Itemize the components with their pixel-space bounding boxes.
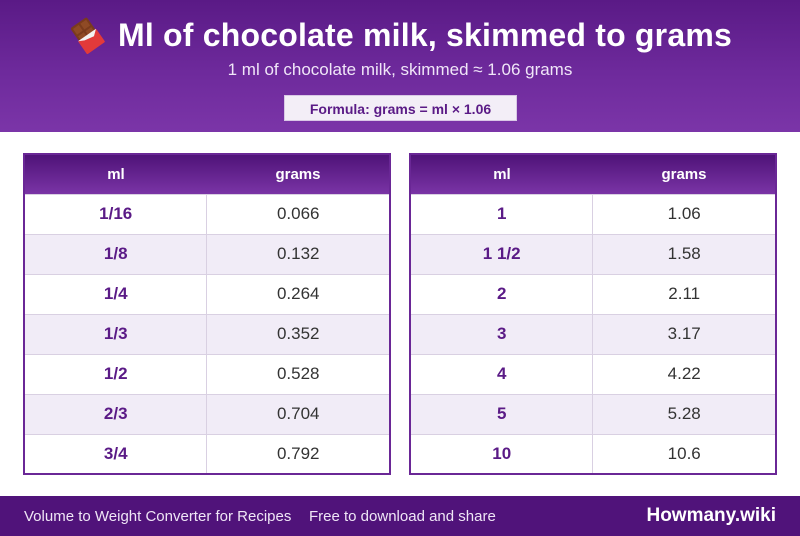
footer-caption: Volume to Weight Converter for Recipes [24, 508, 292, 525]
conversion-tables: ml grams 1/16 0.066 1/8 0.132 1/4 0.264 … [0, 153, 800, 475]
grams-cell: 0.704 [206, 393, 390, 434]
ml-cell: 3 [410, 313, 594, 354]
ml-cell: 3/4 [24, 433, 208, 474]
table-header-row: ml grams [410, 154, 776, 194]
column-header-grams: grams [206, 154, 390, 194]
table-row: 1/16 0.066 [24, 193, 390, 234]
footer-bar: Volume to Weight Converter for Recipes F… [0, 496, 800, 536]
table-row: 4 4.22 [410, 353, 776, 394]
ml-cell: 1/3 [24, 313, 208, 354]
ml-cell: 2/3 [24, 393, 208, 434]
table-row: 2/3 0.704 [24, 393, 390, 434]
page-subtitle: 1 ml of chocolate milk, skimmed ≈ 1.06 g… [227, 60, 573, 79]
grams-cell: 0.066 [206, 193, 390, 234]
grams-cell: 0.792 [206, 433, 390, 474]
grams-cell: 10.6 [592, 433, 776, 474]
table-row: 3/4 0.792 [24, 433, 390, 474]
table-row: 5 5.28 [410, 393, 776, 434]
column-header-grams: grams [592, 154, 776, 194]
table-row: 1/3 0.352 [24, 313, 390, 354]
chocolate-bar-icon [68, 16, 106, 55]
grams-cell: 0.352 [206, 313, 390, 354]
table-row: 3 3.17 [410, 313, 776, 354]
table-row: 1 1.06 [410, 193, 776, 234]
conversion-table-left: ml grams 1/16 0.066 1/8 0.132 1/4 0.264 … [23, 153, 391, 475]
ml-cell: 10 [410, 433, 594, 474]
grams-cell: 0.264 [206, 273, 390, 314]
grams-cell: 4.22 [592, 353, 776, 394]
column-header-ml: ml [24, 154, 207, 194]
ml-cell: 1/4 [24, 273, 208, 314]
header-banner: Ml of chocolate milk, skimmed to grams 1… [0, 0, 800, 132]
grams-cell: 0.528 [206, 353, 390, 394]
brand-logo[interactable]: Howmany.wiki [646, 505, 776, 526]
table-row: 1/8 0.132 [24, 233, 390, 274]
ml-cell: 1/2 [24, 353, 208, 394]
table-row: 2 2.11 [410, 273, 776, 314]
conversion-table-right: ml grams 1 1.06 1 1/2 1.58 2 2.11 3 3.17 [409, 153, 777, 475]
grams-cell: 0.132 [206, 233, 390, 274]
ml-cell: 1/16 [24, 193, 208, 234]
page-title: Ml of chocolate milk, skimmed to grams [118, 16, 732, 53]
ml-cell: 5 [410, 393, 594, 434]
table-row: 1/4 0.264 [24, 273, 390, 314]
table-header-row: ml grams [24, 154, 390, 194]
table-row: 1 1/2 1.58 [410, 233, 776, 274]
ml-cell: 4 [410, 353, 594, 394]
grams-cell: 5.28 [592, 393, 776, 434]
grams-cell: 1.58 [592, 233, 776, 274]
column-header-ml: ml [410, 154, 593, 194]
table-row: 10 10.6 [410, 433, 776, 474]
title-row: Ml of chocolate milk, skimmed to grams [0, 12, 800, 58]
formula-box: Formula: grams = ml × 1.06 [284, 95, 517, 121]
footer-note: Free to download and share [309, 508, 496, 525]
grams-cell: 3.17 [592, 313, 776, 354]
ml-cell: 1/8 [24, 233, 208, 274]
ml-cell: 1 1/2 [410, 233, 594, 274]
ml-cell: 2 [410, 273, 594, 314]
table-row: 1/2 0.528 [24, 353, 390, 394]
grams-cell: 1.06 [592, 193, 776, 234]
ml-cell: 1 [410, 193, 594, 234]
grams-cell: 2.11 [592, 273, 776, 314]
